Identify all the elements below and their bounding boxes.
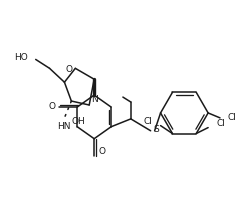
- Text: N: N: [91, 95, 98, 104]
- Text: HO: HO: [14, 53, 28, 62]
- Text: O: O: [49, 103, 55, 111]
- Text: Cl: Cl: [216, 119, 225, 128]
- Text: O: O: [98, 147, 105, 156]
- Text: S: S: [154, 125, 159, 134]
- Text: O: O: [65, 65, 72, 74]
- Text: HN: HN: [57, 122, 70, 131]
- Text: OH: OH: [71, 117, 85, 126]
- Text: Cl: Cl: [228, 113, 237, 122]
- Text: Cl: Cl: [144, 117, 153, 126]
